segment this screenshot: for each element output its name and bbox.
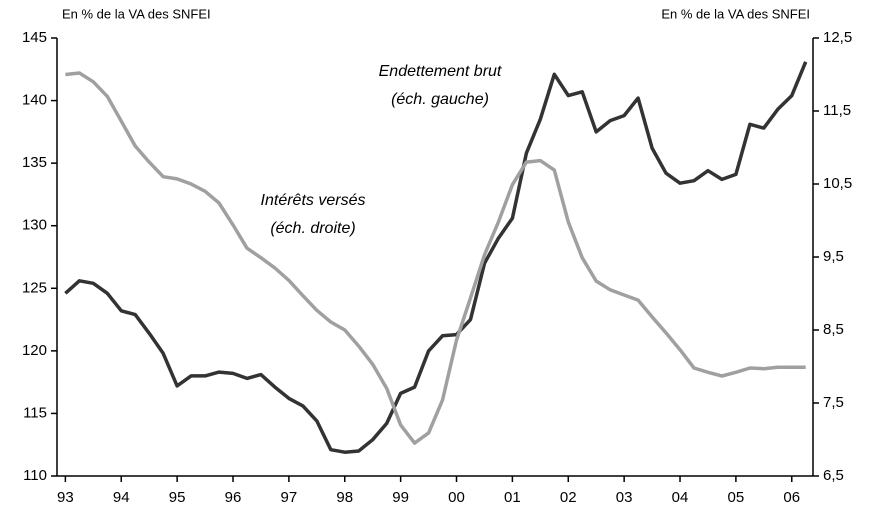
x-tick-label: 02 bbox=[560, 489, 577, 506]
annotation: Intérêts versés bbox=[261, 192, 366, 209]
x-tick-label: 95 bbox=[169, 489, 186, 506]
y2-tick-label: 9,5 bbox=[823, 248, 844, 265]
y-tick-label: 120 bbox=[22, 342, 47, 359]
annotation: (éch. gauche) bbox=[391, 91, 489, 108]
x-tick-label: 01 bbox=[504, 489, 521, 506]
x-tick-label: 06 bbox=[783, 489, 800, 506]
y2-tick-label: 8,5 bbox=[823, 321, 844, 338]
y2-tick-label: 10,5 bbox=[823, 175, 852, 192]
y2-tick-label: 7,5 bbox=[823, 394, 844, 411]
y2-tick-label: 6,5 bbox=[823, 467, 844, 484]
x-tick-label: 97 bbox=[281, 489, 298, 506]
y2-axis-title: En % de la VA des SNFEI bbox=[661, 6, 810, 21]
x-tick-label: 99 bbox=[392, 489, 409, 506]
x-tick-label: 00 bbox=[448, 489, 465, 506]
y-tick-label: 145 bbox=[22, 29, 47, 46]
y-tick-label: 135 bbox=[22, 154, 47, 171]
x-tick-label: 03 bbox=[616, 489, 633, 506]
y-tick-label: 115 bbox=[23, 404, 47, 421]
y2-tick-label: 11,5 bbox=[823, 102, 851, 119]
series-line bbox=[65, 71, 806, 445]
x-tick-label: 05 bbox=[728, 489, 745, 506]
y-tick-label: 140 bbox=[22, 92, 47, 109]
y-tick-label: 125 bbox=[22, 279, 47, 296]
y-tick-label: 110 bbox=[23, 467, 47, 484]
y-tick-label: 130 bbox=[22, 217, 47, 234]
series-line bbox=[64, 61, 808, 454]
x-tick-label: 96 bbox=[225, 489, 242, 506]
x-tick-label: 04 bbox=[672, 489, 689, 506]
annotation: Endettement brut bbox=[379, 63, 502, 80]
x-tick-label: 98 bbox=[336, 489, 353, 506]
x-tick-label: 93 bbox=[57, 489, 74, 506]
x-tick-label: 94 bbox=[113, 489, 130, 506]
y-axis-title: En % de la VA des SNFEI bbox=[62, 6, 211, 21]
annotation: (éch. droite) bbox=[270, 220, 355, 237]
y2-tick-label: 12,5 bbox=[823, 29, 852, 46]
